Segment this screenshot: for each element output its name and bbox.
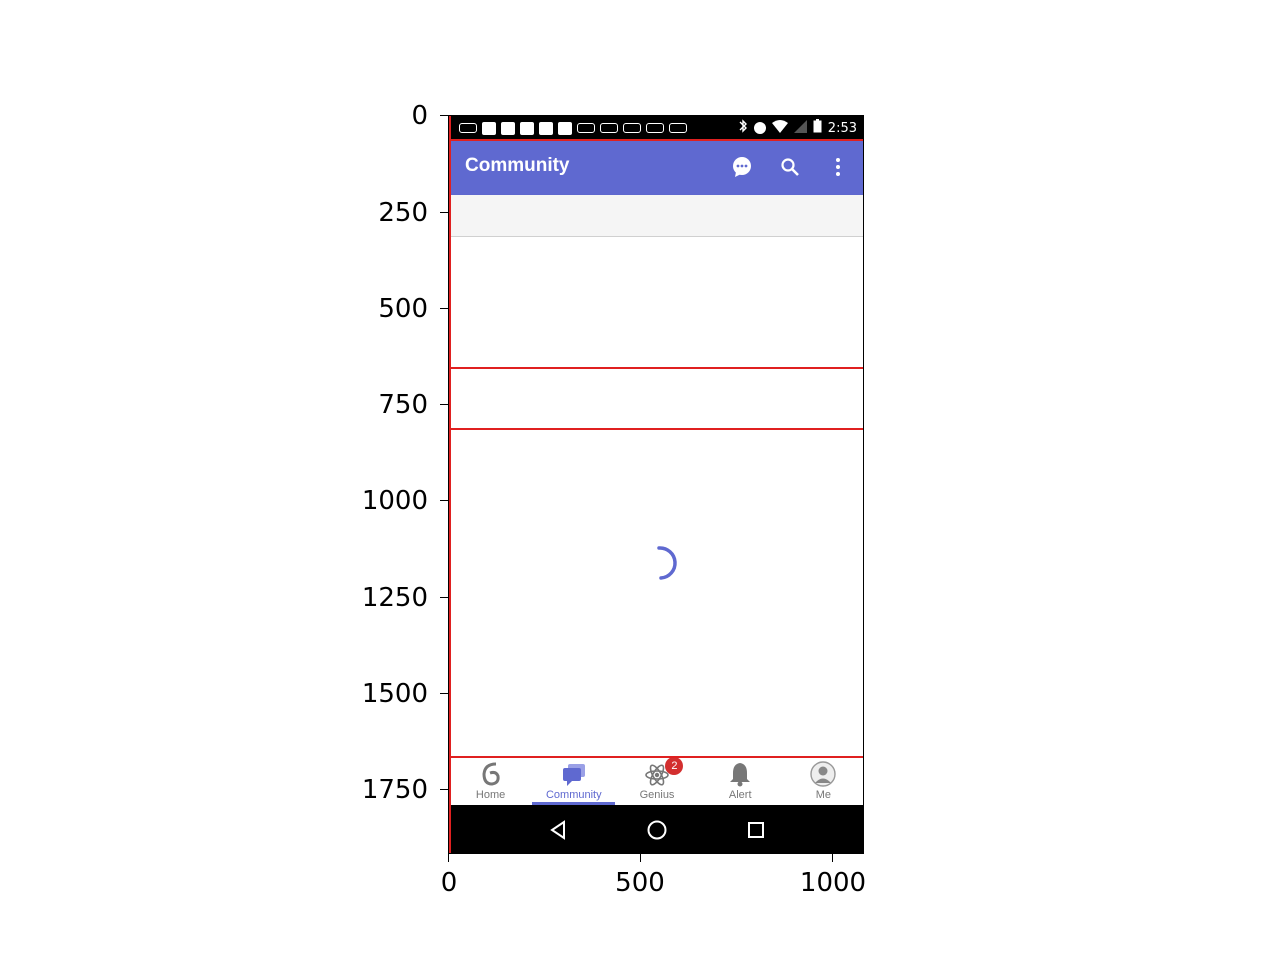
overlay-line (449, 139, 863, 141)
nav-item-label: Alert (728, 789, 752, 801)
facebook-icon (501, 121, 515, 135)
facebook-icon (482, 121, 496, 135)
y-tick-label: 1750 (361, 775, 428, 805)
recents-button[interactable] (741, 815, 771, 845)
y-tick (440, 597, 448, 598)
system-status: 2:53 (738, 116, 857, 140)
bottom-nav: Home Community 2 Genius (449, 755, 863, 805)
nav-item-label: Home (475, 789, 506, 801)
x-tick (832, 854, 833, 862)
active-tab-indicator (532, 802, 616, 805)
y-tick-label: 250 (378, 198, 428, 228)
app-notification-icon (577, 123, 595, 133)
bell-icon (730, 763, 751, 787)
x-tick-label: 0 (440, 868, 458, 898)
community-chat-icon (562, 764, 585, 786)
wifi-icon (771, 119, 788, 137)
notification-badge: 2 (665, 757, 684, 775)
y-tick (440, 404, 448, 405)
home-circle-icon (647, 820, 667, 840)
recents-square-icon (747, 822, 764, 838)
phone-screenshot: 2:53 Community (448, 115, 864, 854)
square-icon (558, 121, 572, 135)
y-tick (440, 789, 448, 790)
facebook-icon (520, 121, 534, 135)
nav-item-home[interactable]: Home (449, 755, 532, 805)
y-tick-label: 0 (411, 101, 428, 131)
nav-item-me[interactable]: Me (782, 755, 863, 805)
person-icon (810, 761, 837, 787)
x-tick (448, 854, 449, 862)
app-notification-icon (669, 123, 687, 133)
page-title: Community (465, 155, 570, 176)
back-icon (550, 820, 566, 840)
app-notification-icon (600, 123, 618, 133)
overlay-line (449, 116, 451, 853)
y-tick-label: 1250 (361, 583, 428, 613)
content-area (449, 237, 863, 755)
overflow-menu-icon (836, 158, 840, 176)
x-tick-label: 1000 (799, 868, 867, 898)
signal-icon (793, 119, 807, 137)
overlay-line (449, 428, 863, 430)
chat-icon (733, 157, 751, 177)
home-logo-icon (482, 762, 500, 786)
nav-item-label: Me (815, 789, 832, 801)
app-notification-icon (623, 123, 641, 133)
notification-icons (449, 121, 687, 135)
nav-item-label: Community (545, 789, 602, 801)
nav-item-label: Genius (639, 789, 675, 801)
status-bar: 2:53 (449, 116, 863, 140)
system-nav-bar (449, 805, 863, 853)
nav-item-alert[interactable]: Alert (699, 755, 782, 805)
tab-strip (449, 195, 863, 237)
clock: 2:53 (827, 120, 857, 136)
loading-spinner-icon (657, 546, 677, 580)
y-tick (440, 308, 448, 309)
x-tick (640, 854, 641, 862)
overlay-line (449, 756, 863, 758)
app-bar-actions (729, 154, 851, 180)
app-bar: Community (449, 140, 863, 195)
home-button[interactable] (642, 815, 672, 845)
x-tick-label: 500 (615, 868, 665, 898)
overlay-line (449, 367, 863, 369)
facebook-icon (539, 121, 553, 135)
y-tick (440, 212, 448, 213)
overflow-menu-button[interactable] (825, 154, 851, 180)
y-tick-label: 1000 (361, 486, 428, 516)
chat-button[interactable] (729, 154, 755, 180)
atom-icon (645, 764, 669, 786)
bluetooth-icon (738, 119, 748, 137)
nav-item-genius[interactable]: 2 Genius (615, 755, 698, 805)
y-tick-label: 500 (378, 294, 428, 324)
y-tick-label: 750 (378, 390, 428, 420)
search-button[interactable] (777, 154, 803, 180)
y-tick (440, 693, 448, 694)
nav-item-community[interactable]: Community (532, 755, 616, 805)
y-tick (440, 115, 448, 116)
app-notification-icon (646, 123, 664, 133)
search-icon (781, 158, 799, 176)
y-tick-label: 1500 (361, 679, 428, 709)
back-button[interactable] (543, 815, 573, 845)
message-icon (459, 123, 477, 133)
y-tick (440, 500, 448, 501)
do-not-disturb-icon (753, 122, 766, 134)
battery-icon (813, 119, 822, 137)
